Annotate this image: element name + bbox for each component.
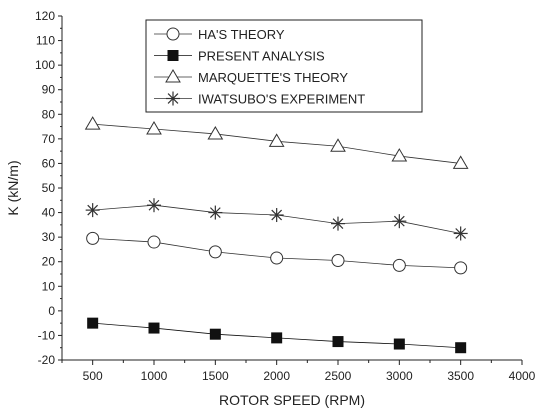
asterisk-stroke: [148, 199, 160, 211]
legend-label: PRESENT ANALYSIS: [198, 49, 325, 64]
asterisk-stroke: [332, 218, 344, 230]
series-3: [85, 198, 468, 241]
asterisk-stroke: [271, 209, 283, 221]
legend-label: IWATSUBO'S EXPERIMENT: [198, 92, 365, 107]
data-point: [87, 317, 99, 329]
series-0: [86, 231, 468, 275]
legend-marker: [167, 50, 179, 61]
data-point: [332, 336, 344, 348]
data-point: [146, 121, 162, 135]
y-axis-title: K (kN/m): [5, 160, 21, 215]
y-tick-label: 20: [42, 255, 56, 269]
y-tick-label: 50: [42, 181, 56, 195]
y-tick-label: 100: [35, 58, 55, 72]
data-point: [393, 338, 405, 350]
x-tick-label: 3000: [386, 369, 413, 383]
data-point: [392, 258, 406, 272]
asterisk-stroke: [209, 207, 221, 218]
asterisk-stroke: [455, 228, 467, 239]
x-tick-label: 500: [83, 369, 103, 383]
legend-marker: [166, 91, 180, 106]
data-point: [86, 231, 100, 245]
data-point: [85, 203, 100, 218]
x-tick-label: 2000: [263, 369, 290, 383]
data-point: [268, 133, 285, 147]
data-point: [331, 216, 345, 231]
data-point: [148, 322, 160, 334]
y-tick-label: 110: [36, 34, 55, 48]
y-tick-label: 60: [42, 156, 56, 170]
y-tick-label: 10: [42, 279, 56, 293]
x-tick-label: 1500: [202, 369, 229, 383]
data-point: [209, 328, 221, 340]
y-tick-label: 90: [42, 83, 56, 97]
y-tick-label: 70: [42, 132, 56, 146]
data-point: [271, 332, 283, 344]
data-point: [147, 198, 161, 213]
y-tick-label: 30: [42, 230, 56, 244]
asterisk-stroke: [87, 204, 99, 216]
data-point: [270, 251, 284, 265]
y-tick-label: 80: [42, 107, 56, 121]
x-tick-label: 1000: [141, 369, 168, 383]
legend-marker: [165, 69, 181, 83]
legend-box: [145, 19, 423, 113]
data-point: [84, 116, 101, 130]
data-point: [269, 208, 284, 223]
legend-marker: [166, 27, 180, 41]
x-tick-label: 4000: [509, 369, 536, 383]
asterisk-stroke: [393, 215, 405, 227]
x-tick-label: 2500: [325, 369, 352, 383]
data-point: [452, 155, 469, 169]
legend: HA'S THEORY PRESENT ANALYSIS MARQUETTE'S T…: [145, 19, 423, 113]
data-point: [330, 138, 346, 152]
y-tick-label: -20: [38, 353, 56, 367]
data-point: [453, 226, 468, 241]
data-point: [454, 261, 468, 275]
data-point: [147, 235, 161, 249]
ticks: -20 -10 0 10 20 30 40 50 60 70 80 90 100 110 120 500 100…: [35, 9, 536, 383]
x-tick-label: 3500: [447, 369, 474, 383]
data-point: [391, 148, 408, 162]
series-2: [84, 116, 469, 169]
series-layer: [84, 116, 469, 354]
data-point: [331, 253, 345, 267]
data-point: [208, 205, 223, 220]
data-point: [208, 245, 222, 259]
legend-label: MARQUETTE'S THEORY: [198, 70, 348, 85]
y-tick-label: 0: [48, 304, 55, 318]
series-1: [87, 317, 467, 354]
data-point: [207, 125, 224, 140]
y-tick-label: -10: [38, 328, 56, 342]
y-tick-label: 120: [35, 9, 55, 23]
y-tick-label: 40: [42, 206, 56, 220]
legend-label: HA'S THEORY: [198, 27, 285, 42]
data-point: [392, 214, 407, 229]
asterisk-stroke: [167, 93, 179, 104]
data-point: [455, 342, 467, 354]
x-axis-title: ROTOR SPEED (RPM): [219, 392, 365, 408]
